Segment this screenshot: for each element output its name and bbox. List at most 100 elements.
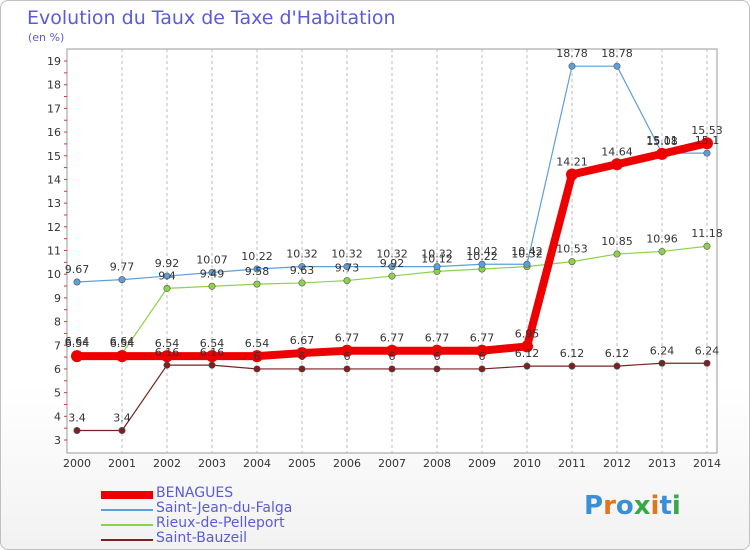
data-point [163,284,171,292]
y-tick-label: 3 [54,434,61,447]
data-label: 10.32 [286,248,318,261]
data-label: 15.1 [695,134,720,147]
y-tick-label: 17 [47,102,61,115]
data-point [253,265,261,273]
data-point [613,362,621,370]
data-label: 6.95 [515,327,540,340]
data-label: 10.96 [646,232,678,245]
data-point [208,282,216,290]
data-label: 6.77 [335,332,360,345]
data-label: 6.24 [650,344,675,357]
data-label: 11.18 [691,227,723,240]
data-point [701,137,713,150]
data-label: 14.64 [601,145,633,158]
data-point [73,427,81,435]
x-tick-label: 2005 [288,457,316,470]
data-label: 10.32 [331,248,363,261]
data-label: 9.49 [200,267,225,280]
data-point [161,350,173,363]
logo-letter: t [659,491,672,521]
x-tick-label: 2014 [693,457,721,470]
data-point [341,344,353,357]
data-label: 9.4 [158,269,176,282]
data-label: 10.53 [556,243,588,256]
data-label: 10.22 [466,250,498,263]
x-tick-label: 2001 [108,457,136,470]
data-point [568,362,576,370]
data-point [253,280,261,288]
x-tick-label: 2013 [648,457,676,470]
data-label: 15.53 [691,124,723,137]
y-tick-label: 19 [47,55,61,68]
data-point [656,147,668,160]
data-point [478,365,486,373]
data-point [523,362,531,370]
data-point [658,359,666,367]
data-label: 9.58 [245,265,270,278]
data-point [388,272,396,280]
data-label: 9.77 [110,261,135,274]
data-label: 18.78 [601,47,633,60]
data-label: 3.4 [113,412,131,425]
data-label: 6.54 [65,337,90,350]
logo-letter: o [615,491,634,521]
data-label: 10.85 [601,235,633,248]
data-point [388,263,396,271]
x-tick-label: 2004 [243,457,271,470]
data-point [343,365,351,373]
x-tick-label: 2012 [603,457,631,470]
data-point [298,279,306,287]
y-tick-label: 8 [54,316,61,329]
y-tick-label: 16 [47,126,61,139]
data-point [71,350,83,363]
data-label: 9.92 [155,257,180,270]
x-tick-label: 2008 [423,457,451,470]
data-point [296,347,308,360]
data-label: 6.12 [515,347,540,360]
data-point [613,62,621,70]
data-label: 10.42 [466,245,498,258]
data-point [116,350,128,363]
y-tick-label: 18 [47,79,61,92]
legend-label: Saint-Bauzeil [156,530,248,546]
data-point [208,361,216,369]
y-tick-label: 4 [54,410,61,423]
x-tick-label: 2009 [468,457,496,470]
data-label: 10.32 [511,248,543,261]
legend-label: BENAGUES [156,485,234,501]
data-point [343,263,351,271]
legend-label: Saint-Jean-du-Falga [156,500,293,516]
data-point [433,263,441,271]
data-label: 6 [434,350,441,363]
legend-label: Rieux-de-Pelleport [156,515,285,531]
data-label: 6.12 [605,347,630,360]
data-label: 10.22 [241,250,273,263]
data-label: 10.42 [511,245,543,258]
data-label: 6 [299,350,306,363]
data-label: 6.64 [65,335,90,348]
x-tick-label: 2000 [63,457,91,470]
data-point [163,361,171,369]
data-label: 6 [389,350,396,363]
y-tick-label: 12 [47,221,61,234]
data-point [298,263,306,271]
data-label: 6.64 [110,335,135,348]
x-tick-label: 2002 [153,457,181,470]
y-tick-label: 14 [47,173,61,186]
y-tick-label: 5 [54,387,61,400]
data-label: 6.16 [155,346,180,359]
data-point [613,250,621,258]
data-point [611,158,623,171]
y-tick-label: 7 [54,339,61,352]
data-label: 6.54 [155,337,180,350]
y-tick-label: 10 [47,268,61,281]
y-tick-label: 9 [54,292,61,305]
data-point [386,344,398,357]
logo-letter: x [633,491,651,521]
data-label: 15.11 [646,134,678,147]
data-point [433,365,441,373]
legend-swatch [101,509,153,511]
data-label: 6.12 [560,347,585,360]
data-label: 6.54 [245,337,270,350]
y-tick-label: 15 [47,150,61,163]
